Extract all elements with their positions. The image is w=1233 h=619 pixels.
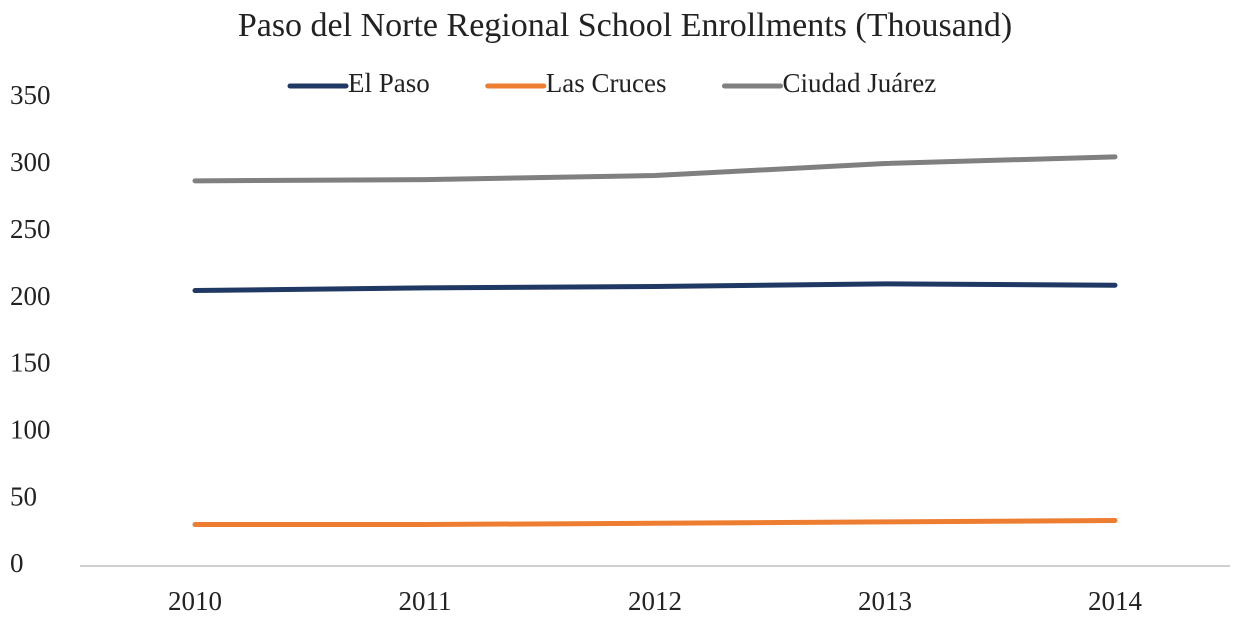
series-line (192, 154, 1118, 184)
chart-title: Paso del Norte Regional School Enrollmen… (238, 7, 1012, 44)
x-tick-label: 2012 (628, 586, 682, 616)
legend-label: Ciudad Juárez (782, 68, 936, 98)
y-tick-label: 350 (10, 80, 51, 110)
x-tick-label: 2013 (858, 586, 912, 616)
series-line (192, 518, 1118, 528)
x-tick-label: 2011 (399, 586, 452, 616)
legend-label: El Paso (348, 68, 430, 98)
x-tick-label: 2014 (1088, 586, 1143, 616)
y-tick-label: 200 (10, 281, 51, 311)
y-tick-label: 250 (10, 214, 51, 244)
y-tick-label: 0 (10, 548, 24, 578)
y-tick-label: 300 (10, 147, 51, 177)
x-tick-label: 2010 (168, 586, 222, 616)
series-line (192, 281, 1118, 294)
y-tick-label: 150 (10, 348, 51, 378)
y-tick-label: 50 (10, 481, 37, 511)
legend-label: Las Cruces (546, 68, 667, 98)
y-tick-label: 100 (10, 414, 51, 444)
